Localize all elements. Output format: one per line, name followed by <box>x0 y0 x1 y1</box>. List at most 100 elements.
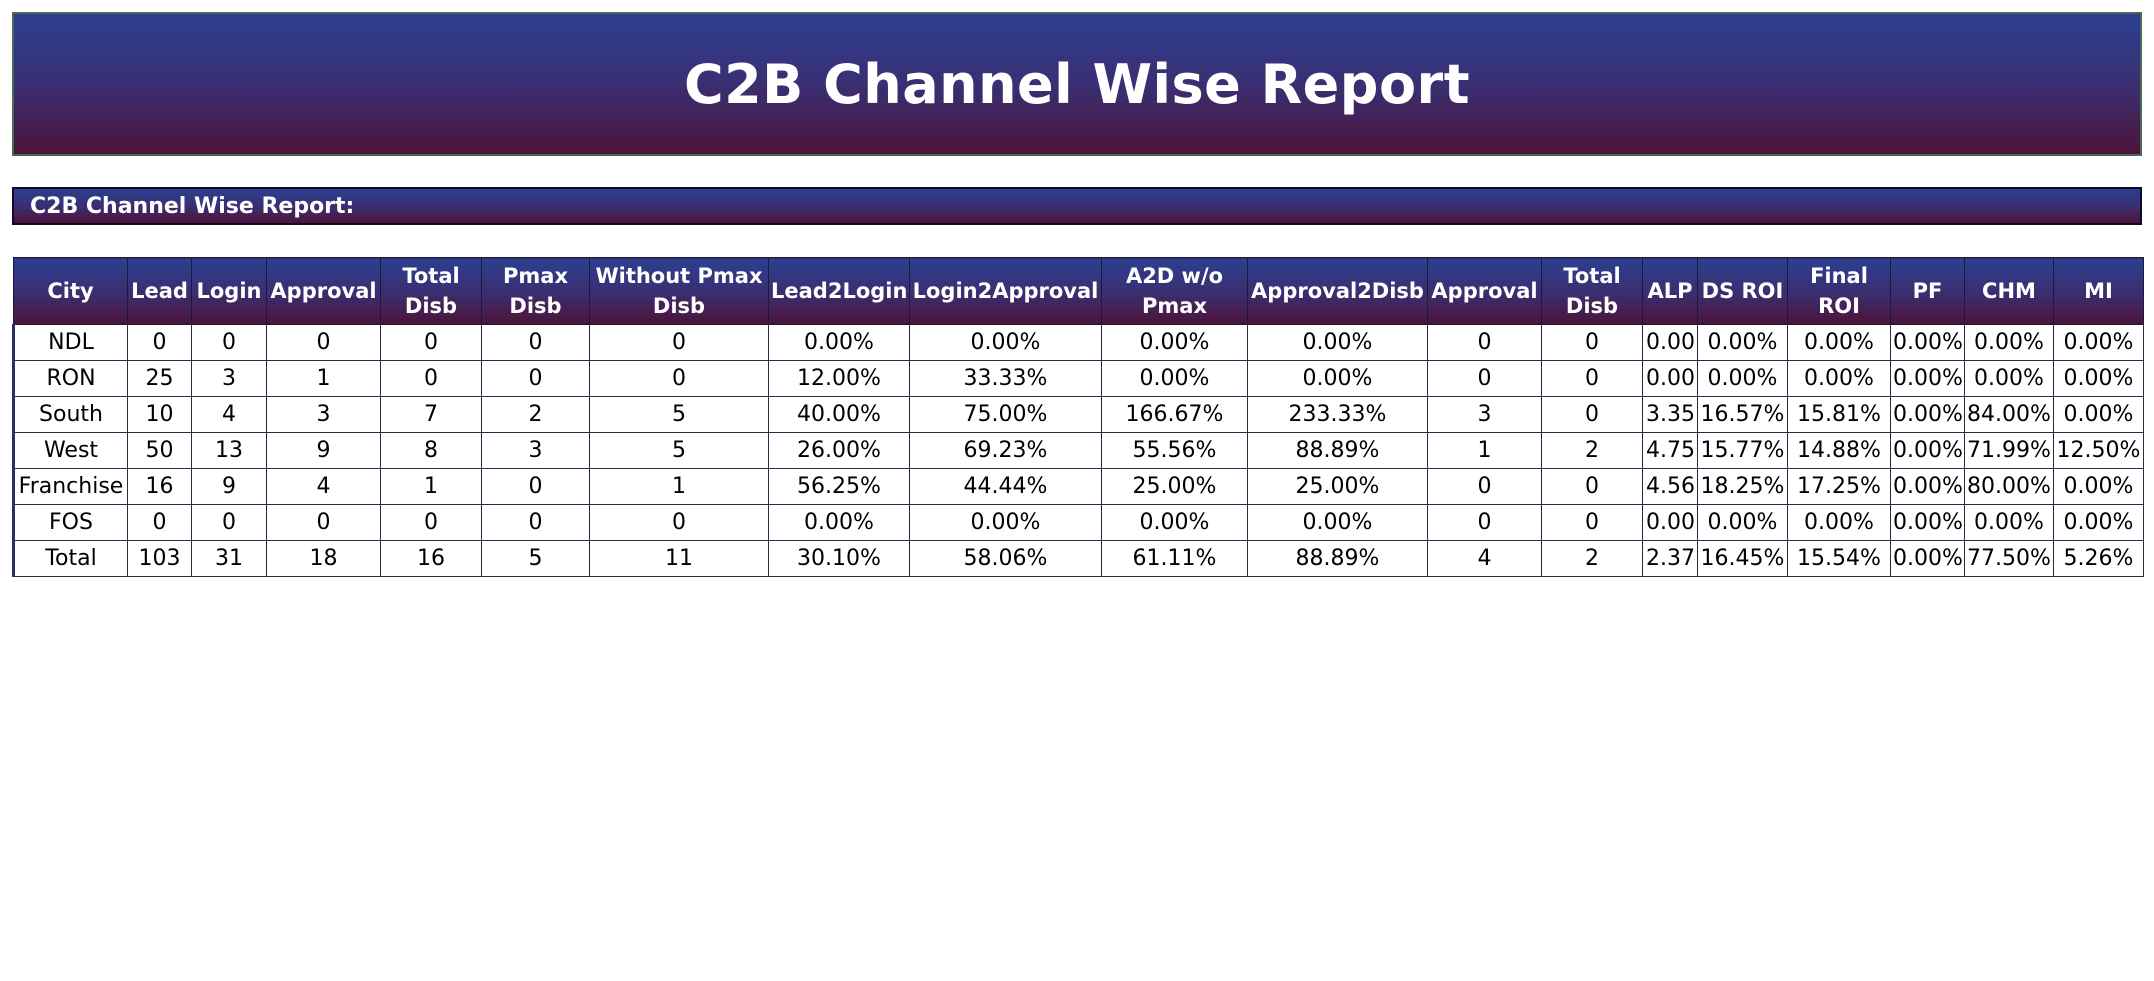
column-header: Login <box>191 257 267 325</box>
table-cell: 0.00% <box>909 324 1102 361</box>
column-header: CHM <box>1964 257 2054 325</box>
table-cell: 0 <box>1541 396 1643 433</box>
table-cell: 0.00% <box>1890 396 1965 433</box>
table-cell: 2.37 <box>1642 540 1698 577</box>
table-cell: 0 <box>1427 324 1542 361</box>
table-cell: 0 <box>1541 504 1643 541</box>
table-cell: 5 <box>589 432 769 469</box>
table-cell: 50 <box>127 432 192 469</box>
table-cell: 0.00% <box>909 504 1102 541</box>
table-cell: 0.00% <box>2053 324 2144 361</box>
table-cell: 0 <box>380 324 482 361</box>
table-cell: 0 <box>191 324 267 361</box>
table-cell: 0 <box>127 324 192 361</box>
table-cell: 9 <box>266 432 381 469</box>
table-cell: 4 <box>191 396 267 433</box>
table-cell: 0.00 <box>1642 324 1698 361</box>
column-header: Lead <box>127 257 192 325</box>
column-header: PF <box>1890 257 1965 325</box>
table-cell: 0 <box>380 360 482 397</box>
table-cell: 0 <box>266 504 381 541</box>
table-cell: 0 <box>481 468 590 505</box>
table-cell: 16.57% <box>1697 396 1788 433</box>
table-cell: 0.00% <box>1787 504 1891 541</box>
table-cell: 4.56 <box>1642 468 1698 505</box>
table-cell: 11 <box>589 540 769 577</box>
table-cell: 0.00% <box>1890 540 1965 577</box>
table-cell: 88.89% <box>1247 432 1428 469</box>
table-cell: 77.50% <box>1964 540 2054 577</box>
table-cell: 15.54% <box>1787 540 1891 577</box>
table-cell: 4 <box>266 468 381 505</box>
table-cell: 0.00% <box>1101 324 1248 361</box>
table-cell: 0.00% <box>1787 360 1891 397</box>
table-cell: 0.00% <box>1890 360 1965 397</box>
table-cell: 1 <box>266 360 381 397</box>
column-header: Final ROI <box>1787 257 1891 325</box>
table-cell: 0.00% <box>2053 360 2144 397</box>
table-cell: 31 <box>191 540 267 577</box>
table-cell: 0 <box>1541 324 1643 361</box>
table-cell: 0.00% <box>1697 504 1788 541</box>
table-cell: 0.00% <box>1890 504 1965 541</box>
table-body: NDL 0 0 0 0 0 0 0.00% 0.00% 0.00% 0.00% 0 0 0.00 0.00%… <box>12 324 2144 577</box>
table-row: Total 103 31 18 16 5 11 30.10% 58.06% 61.11% 88.89… <box>12 540 2144 577</box>
table-header-row: City Lead Login Approval Total Disb Pmax… <box>13 257 2144 325</box>
table-cell: 40.00% <box>768 396 910 433</box>
table-cell: 8 <box>380 432 482 469</box>
column-header: Without Pmax Disb <box>589 257 769 325</box>
table-cell: 0 <box>1427 360 1542 397</box>
table-cell: 75.00% <box>909 396 1102 433</box>
table-row: NDL 0 0 0 0 0 0 0.00% 0.00% 0.00% 0.00% 0 0 0.00 0.00%… <box>12 324 2144 361</box>
table-cell: 0.00% <box>1964 504 2054 541</box>
table-cell: 1 <box>380 468 482 505</box>
table-cell: 0.00% <box>1697 324 1788 361</box>
table-cell: 0 <box>1427 468 1542 505</box>
table-cell: 30.10% <box>768 540 910 577</box>
table-cell: 4 <box>1427 540 1542 577</box>
column-header: DS ROI <box>1697 257 1788 325</box>
table-cell: 0.00% <box>1697 360 1788 397</box>
table-cell: 0 <box>481 360 590 397</box>
table-cell: 3 <box>1427 396 1542 433</box>
table-cell: 103 <box>127 540 192 577</box>
table-cell: 0 <box>589 504 769 541</box>
table-cell: 0 <box>191 504 267 541</box>
column-header: Approval2Disb <box>1247 257 1428 325</box>
table-cell: 0 <box>481 324 590 361</box>
table-cell: 0.00% <box>1247 360 1428 397</box>
table-cell: Franchise <box>12 468 128 505</box>
section-title: C2B Channel Wise Report: <box>30 193 355 219</box>
table-cell: 0 <box>266 324 381 361</box>
table-cell: 0.00% <box>2053 504 2144 541</box>
table-cell: 18 <box>266 540 381 577</box>
table-row: South 10 4 3 7 2 5 40.00% 75.00% 166.67% 233.33% 3 0… <box>12 396 2144 433</box>
table-cell: 0.00% <box>1787 324 1891 361</box>
column-header: Approval <box>266 257 381 325</box>
table-cell: 1 <box>589 468 769 505</box>
table-cell: 3 <box>266 396 381 433</box>
table-cell: 26.00% <box>768 432 910 469</box>
table-cell: 0.00% <box>2053 468 2144 505</box>
table-cell: 0.00% <box>1101 504 1248 541</box>
table-cell: 15.77% <box>1697 432 1788 469</box>
table-cell: 17.25% <box>1787 468 1891 505</box>
table-cell: 3 <box>481 432 590 469</box>
table-cell: 16 <box>127 468 192 505</box>
table-cell: 2 <box>481 396 590 433</box>
table-cell: 1 <box>1427 432 1542 469</box>
table-cell: 0.00% <box>1101 360 1248 397</box>
column-header: Total Disb <box>1541 257 1643 325</box>
table-row: RON 25 3 1 0 0 0 12.00% 33.33% 0.00% 0.00% 0 0 0.00 0.… <box>12 360 2144 397</box>
table-cell: RON <box>12 360 128 397</box>
table-cell: 16 <box>380 540 482 577</box>
table-cell: 0 <box>1427 504 1542 541</box>
table-cell: 4.75 <box>1642 432 1698 469</box>
table-cell: 25.00% <box>1101 468 1248 505</box>
table-cell: 25 <box>127 360 192 397</box>
table-cell: 0.00 <box>1642 360 1698 397</box>
table-cell: 0 <box>1541 468 1643 505</box>
table-cell: 5 <box>589 396 769 433</box>
table-cell: 88.89% <box>1247 540 1428 577</box>
table-cell: 0.00% <box>768 504 910 541</box>
